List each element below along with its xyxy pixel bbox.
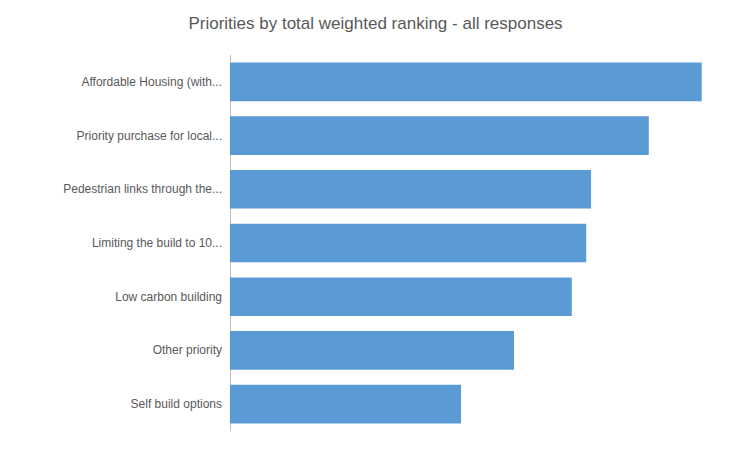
svg-text:Self build options: Self build options <box>131 397 222 411</box>
svg-text:Low carbon building: Low carbon building <box>115 290 222 304</box>
svg-text:Pedestrian links through the..: Pedestrian links through the... <box>63 182 222 196</box>
svg-text:Priority purchase for local...: Priority purchase for local... <box>77 129 222 143</box>
svg-text:Limiting the build to 10...: Limiting the build to 10... <box>92 236 222 250</box>
svg-text:Other priority: Other priority <box>153 343 222 357</box>
svg-text:Priorities by total weighted r: Priorities by total weighted ranking - a… <box>188 14 562 33</box>
svg-text:Affordable Housing (with...: Affordable Housing (with... <box>81 75 222 89</box>
